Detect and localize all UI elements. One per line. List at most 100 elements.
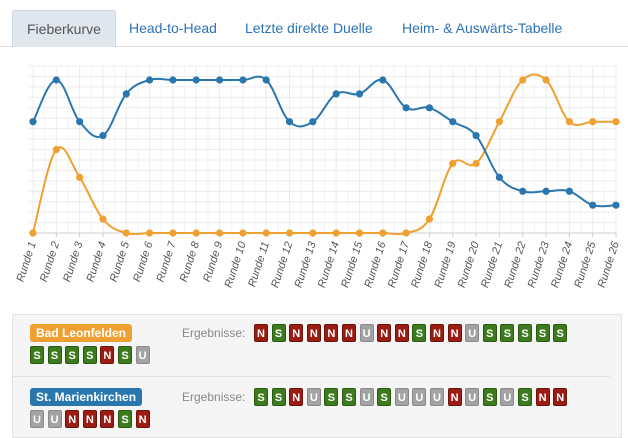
result-badge: U xyxy=(430,388,444,406)
series-point xyxy=(589,118,597,126)
x-tick-label: Runde 14 xyxy=(316,240,342,289)
results-label: Ergebnisse: xyxy=(182,326,246,340)
series-point xyxy=(215,229,224,237)
series-point xyxy=(285,229,294,237)
tab-heim-auswaerts-tabelle[interactable]: Heim- & Auswärts-Tabelle xyxy=(402,20,563,36)
x-tick-label: Runde 16 xyxy=(362,239,388,289)
result-badge: N xyxy=(100,346,115,364)
result-badge: S xyxy=(412,324,427,342)
x-tick-label: Runde 10 xyxy=(223,239,249,289)
result-badge: N xyxy=(377,324,392,342)
result-badge: N xyxy=(553,388,568,406)
series-point xyxy=(542,76,550,84)
x-tick-label: Runde 18 xyxy=(409,239,435,289)
series-point xyxy=(542,187,550,195)
x-tick-label: Runde 13 xyxy=(293,239,319,289)
result-badge: S xyxy=(118,410,132,428)
x-tick-label: Runde 21 xyxy=(479,240,505,289)
x-tick-label: Runde 25 xyxy=(572,239,598,289)
tab-fieberkurve[interactable]: Fieberkurve xyxy=(12,10,116,47)
x-tick-label: Runde 19 xyxy=(432,240,458,289)
series-point xyxy=(472,159,480,168)
series-point xyxy=(309,118,317,126)
series-point xyxy=(495,173,503,181)
x-tick-label: Runde 12 xyxy=(269,240,295,289)
series-point xyxy=(29,118,37,126)
series-point xyxy=(379,76,387,84)
series-point xyxy=(76,118,84,126)
x-tick-label: Runde 11 xyxy=(246,240,272,288)
series-point xyxy=(495,118,503,126)
series-point xyxy=(612,118,620,126)
series-point xyxy=(239,76,247,84)
team-badge-st-marienkirchen: St. Marienkirchen xyxy=(30,388,143,406)
series-point xyxy=(29,229,37,237)
chart-grid xyxy=(29,65,617,234)
result-badge: S xyxy=(271,388,286,406)
series-point xyxy=(262,229,270,237)
result-badge: S xyxy=(500,324,515,342)
series-point xyxy=(449,118,457,126)
series-point xyxy=(146,76,154,84)
series-point xyxy=(472,132,480,140)
result-badge: S xyxy=(254,388,268,406)
result-badge: S xyxy=(482,388,497,406)
result-badge: S xyxy=(47,346,62,364)
series-point xyxy=(285,118,294,126)
result-badge: U xyxy=(465,324,480,342)
series-point xyxy=(332,229,340,237)
result-badge: N xyxy=(447,324,462,342)
result-badge: U xyxy=(500,388,515,406)
result-badge: S xyxy=(65,346,80,364)
result-badge: N xyxy=(430,324,444,342)
legend-divider xyxy=(12,376,610,377)
result-badge: S xyxy=(342,388,356,406)
result-badge: U xyxy=(359,388,374,406)
series-point xyxy=(332,90,340,98)
series-point xyxy=(519,76,527,84)
x-tick-label: Runde 3 xyxy=(61,239,86,283)
series-point xyxy=(355,229,364,237)
series-point xyxy=(402,104,410,112)
result-badge: S xyxy=(518,324,532,342)
result-badge: N xyxy=(135,410,150,428)
series-point xyxy=(425,104,434,112)
x-tick-label: Runde 26 xyxy=(596,239,622,289)
series-point xyxy=(192,76,200,84)
x-tick-label: Runde 5 xyxy=(108,239,133,283)
result-badge: S xyxy=(82,346,97,364)
series-point xyxy=(122,229,130,237)
x-tick-label: Runde 20 xyxy=(456,239,482,289)
x-tick-label: Runde 9 xyxy=(201,240,225,283)
tab-bar: Fieberkurve Head-to-Head Letzte direkte … xyxy=(0,0,628,47)
result-badge: N xyxy=(65,410,80,428)
results-label: Ergebnisse: xyxy=(182,390,246,404)
x-tick-label: Runde 15 xyxy=(339,239,365,289)
tab-letzte-direkte-duelle[interactable]: Letzte direkte Duelle xyxy=(245,20,373,36)
result-badge: N xyxy=(324,324,339,342)
result-badge: U xyxy=(465,388,480,406)
series-point xyxy=(309,229,317,237)
result-badge: S xyxy=(324,388,339,406)
result-badge: N xyxy=(447,388,462,406)
x-tick-label: Runde 1 xyxy=(15,240,39,283)
result-badge: N xyxy=(342,324,356,342)
series-point xyxy=(589,201,597,209)
series-point xyxy=(402,229,410,237)
result-badge: N xyxy=(535,388,550,406)
series-point xyxy=(76,173,84,181)
result-badge: S xyxy=(535,324,550,342)
result-badge: S xyxy=(30,346,44,364)
result-badge: U xyxy=(306,388,321,406)
x-tick-label: Runde 24 xyxy=(549,240,575,289)
tab-head-to-head[interactable]: Head-to-Head xyxy=(129,20,217,36)
result-badge: N xyxy=(100,410,115,428)
x-tick-label: Runde 8 xyxy=(178,239,203,283)
result-badge: N xyxy=(82,410,97,428)
result-badge: N xyxy=(254,324,268,342)
result-badge: S xyxy=(518,388,532,406)
team-badge-bad-leonfelden: Bad Leonfelden xyxy=(30,324,133,342)
series-point xyxy=(262,76,270,84)
result-badge: S xyxy=(553,324,568,342)
result-badge: U xyxy=(394,388,409,406)
